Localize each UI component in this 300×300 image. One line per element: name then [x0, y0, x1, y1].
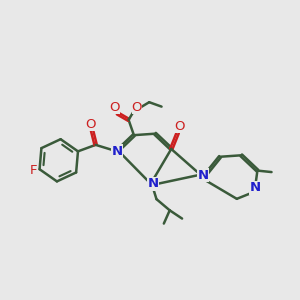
- Text: N: N: [197, 169, 208, 182]
- Text: N: N: [147, 177, 158, 190]
- Text: O: O: [132, 101, 142, 114]
- Text: N: N: [250, 181, 261, 194]
- Text: O: O: [174, 120, 184, 133]
- Text: O: O: [85, 118, 96, 131]
- Text: O: O: [109, 101, 120, 114]
- Text: N: N: [111, 145, 122, 158]
- Text: F: F: [29, 164, 37, 177]
